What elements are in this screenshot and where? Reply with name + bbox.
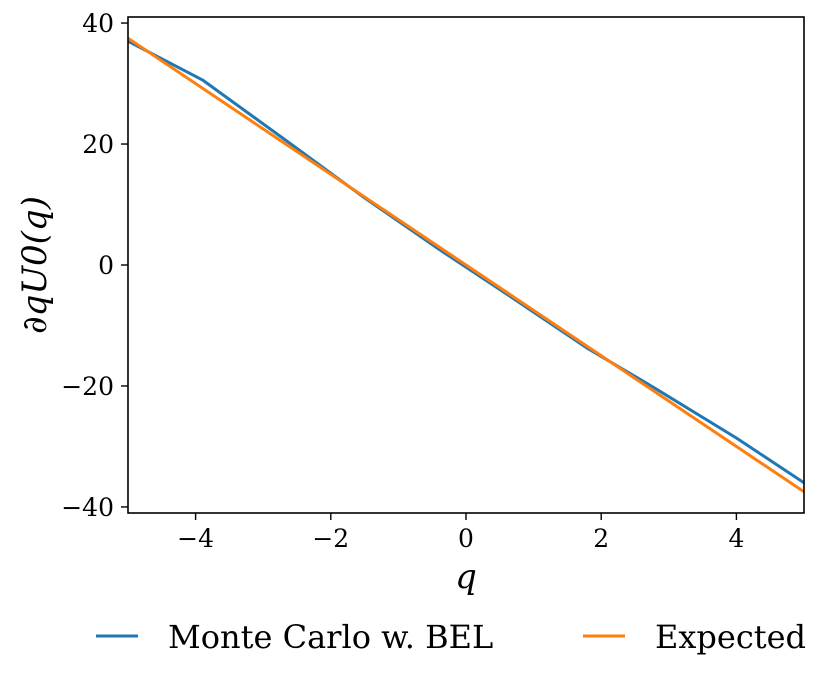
x-tick-label: −2 bbox=[312, 524, 349, 553]
y-tick-label: 0 bbox=[98, 251, 114, 280]
x-tick-label: 4 bbox=[728, 524, 744, 553]
y-tick-label: −40 bbox=[61, 493, 114, 522]
x-axis-label: q bbox=[455, 557, 477, 597]
y-tick-label: 20 bbox=[82, 130, 114, 159]
x-tick-label: 2 bbox=[593, 524, 609, 553]
series-layer bbox=[128, 36, 804, 494]
y-tick-label: 40 bbox=[82, 9, 114, 38]
y-tick-label: −20 bbox=[61, 372, 114, 401]
x-axis-ticks: −4 −2 0 2 4 bbox=[177, 513, 744, 553]
y-axis-label: ∂qU0(q) bbox=[15, 196, 55, 334]
series-line-expected bbox=[128, 36, 804, 494]
y-axis-ticks: −40 −20 0 20 40 bbox=[61, 9, 128, 522]
series-line-monte-carlo bbox=[128, 39, 804, 485]
legend-label-expected: Expected bbox=[655, 618, 806, 656]
legend: Monte Carlo w. BEL Expected bbox=[96, 618, 806, 656]
x-tick-label: −4 bbox=[177, 524, 214, 553]
legend-label-monte-carlo: Monte Carlo w. BEL bbox=[168, 618, 493, 656]
x-tick-label: 0 bbox=[458, 524, 474, 553]
